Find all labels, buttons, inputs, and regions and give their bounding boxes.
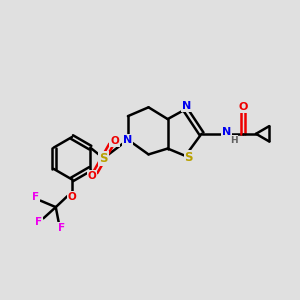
Text: S: S xyxy=(99,152,108,165)
Text: F: F xyxy=(32,192,39,202)
Text: O: O xyxy=(110,136,119,146)
Text: F: F xyxy=(34,217,42,227)
Text: O: O xyxy=(238,102,248,112)
Text: F: F xyxy=(58,223,65,233)
Text: S: S xyxy=(184,151,193,164)
Text: H: H xyxy=(230,136,238,145)
Text: N: N xyxy=(222,127,231,137)
Text: O: O xyxy=(88,171,96,181)
Text: N: N xyxy=(182,101,191,111)
Text: N: N xyxy=(123,135,133,145)
Text: O: O xyxy=(68,192,76,202)
